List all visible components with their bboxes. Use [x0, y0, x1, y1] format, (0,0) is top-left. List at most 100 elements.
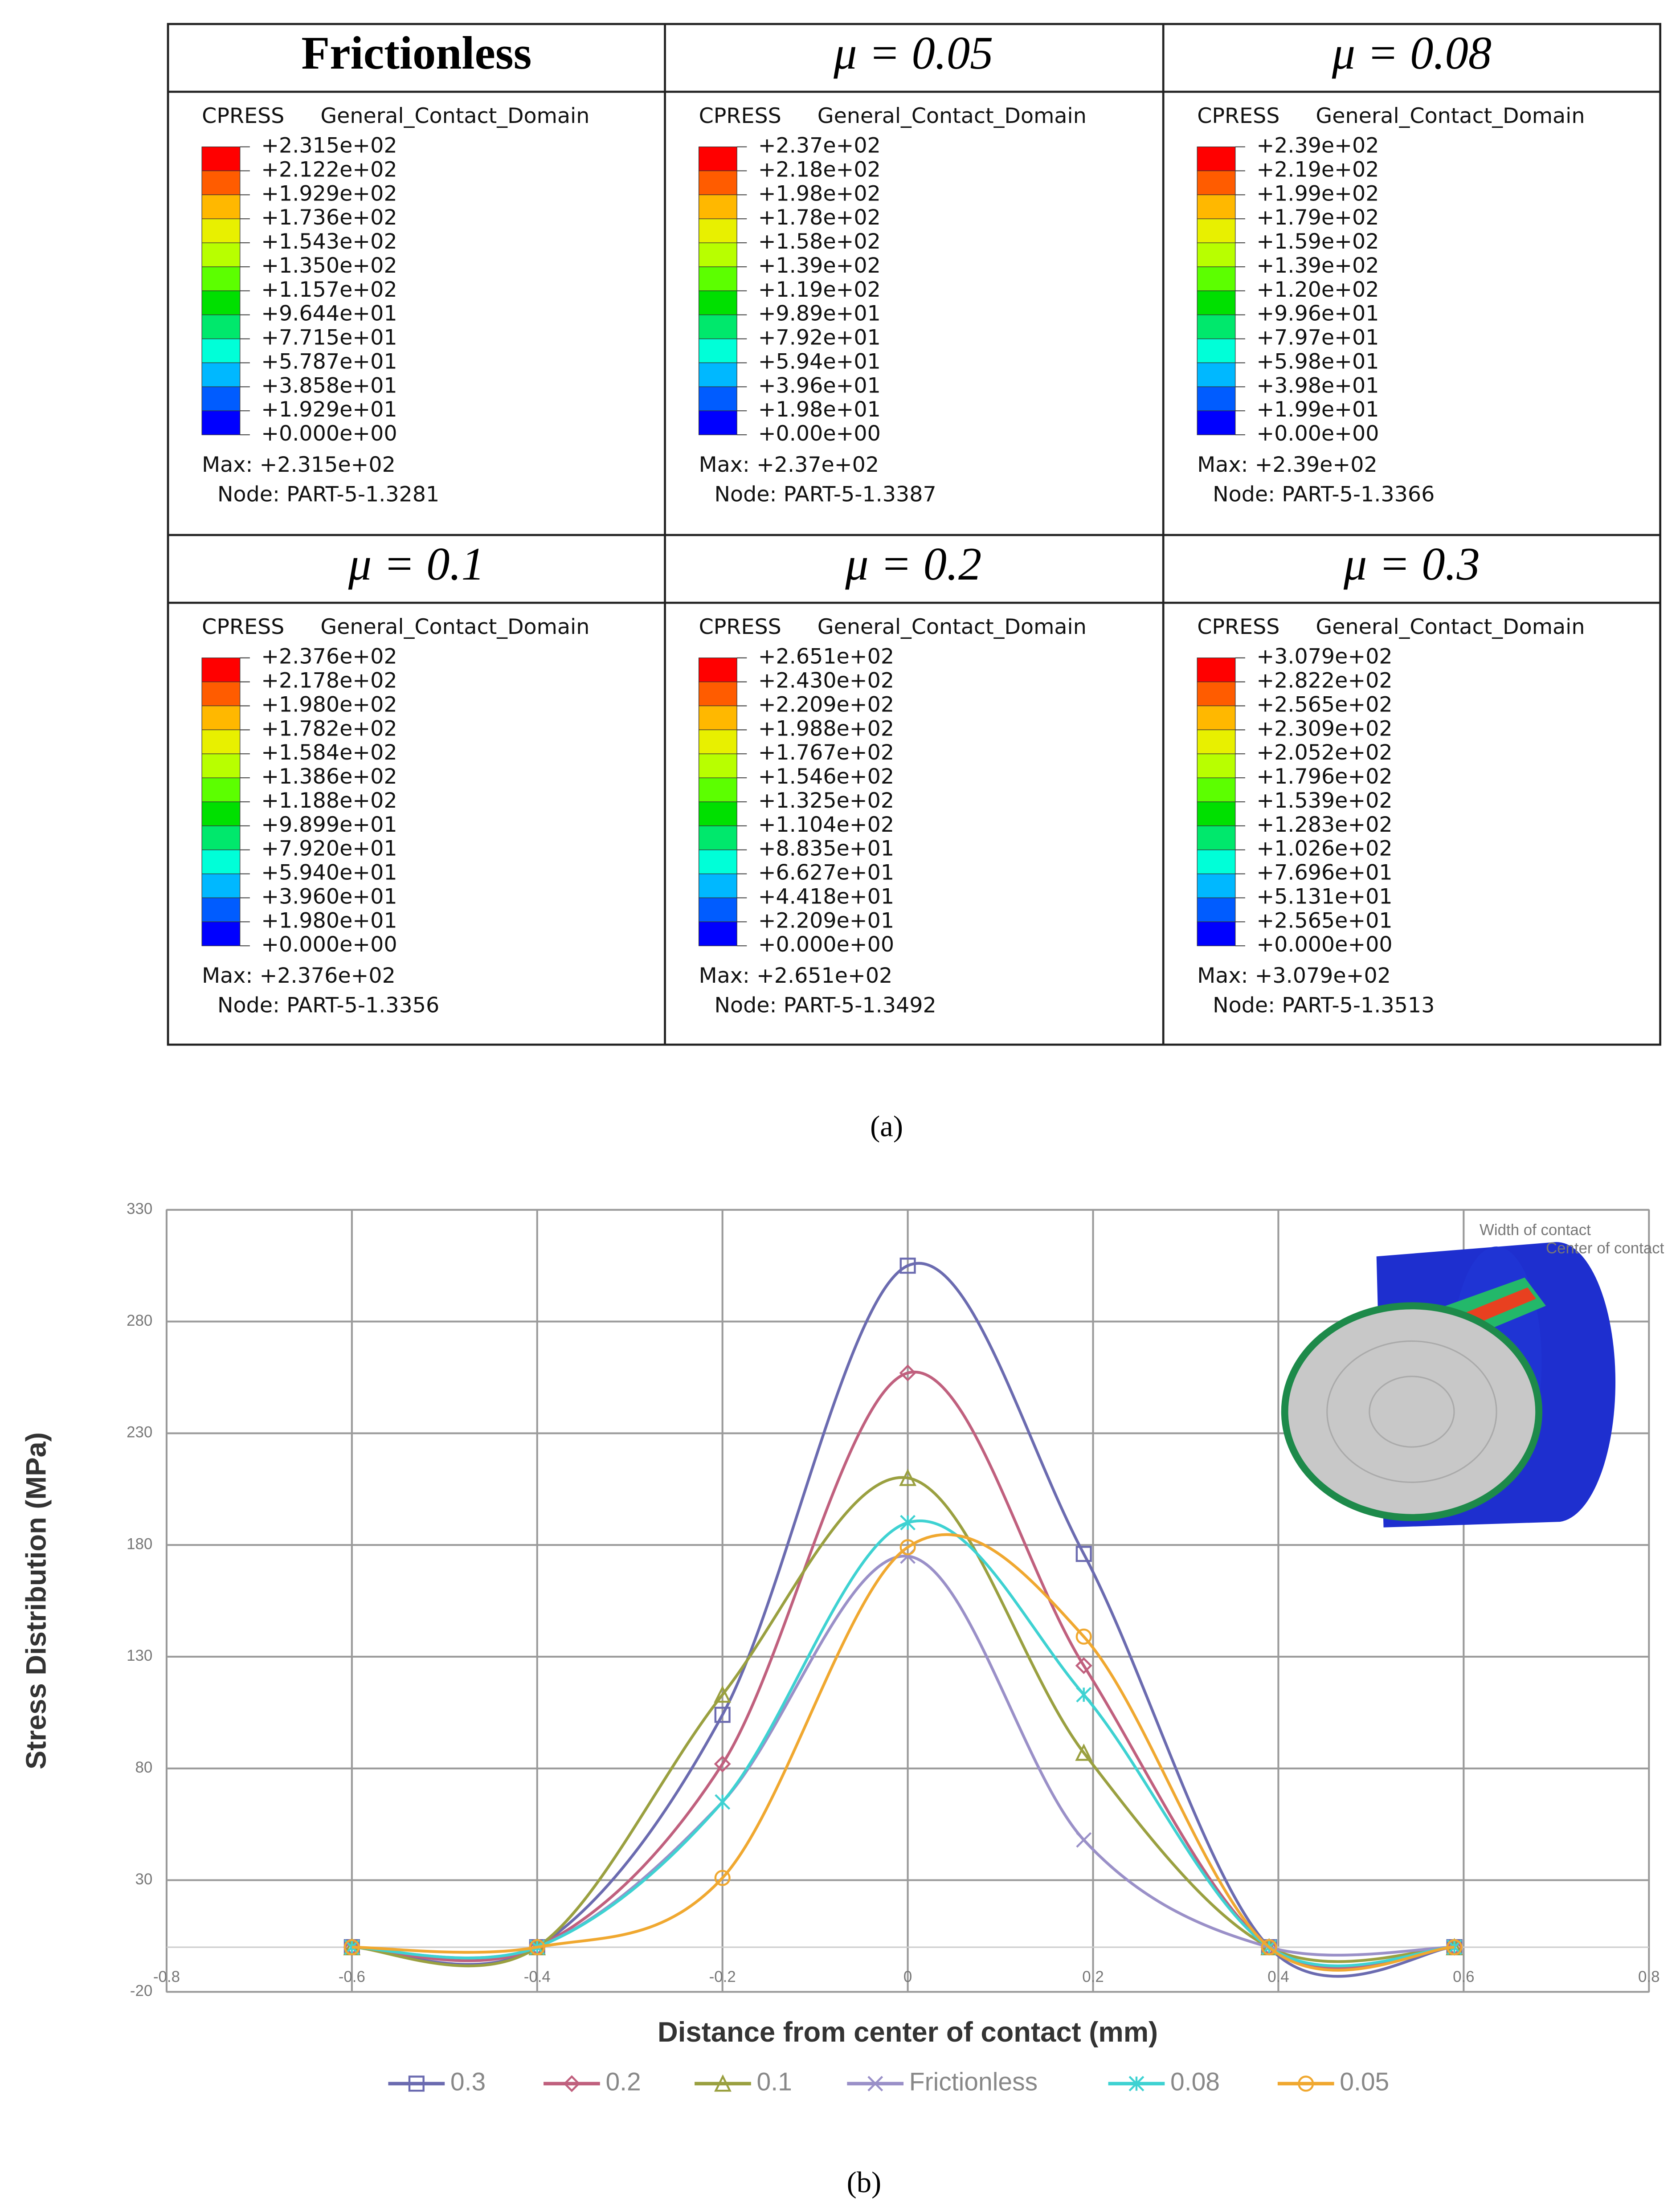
x-axis-label: Distance from center of contact (mm) — [658, 2017, 1158, 2048]
colorbar-swatch — [201, 146, 241, 172]
colorbar-label: +1.104e+02 — [758, 813, 894, 837]
colorbar-swatch — [201, 266, 241, 291]
marker — [714, 1707, 731, 1723]
colorbar-swatch — [698, 146, 737, 172]
colorbar-label: +5.98e+01 — [1256, 349, 1379, 374]
colorbar-label: +0.000e+00 — [1256, 932, 1392, 957]
marker — [715, 1794, 731, 1810]
colorbar-label: +2.19e+02 — [1256, 157, 1379, 182]
colorbar-label: +1.386e+02 — [261, 764, 397, 789]
colorbar-swatch — [1197, 290, 1236, 315]
colorbar-swatch — [1197, 777, 1236, 802]
marker — [563, 2075, 580, 2092]
colorbar-swatch — [201, 777, 241, 802]
marker — [1075, 1743, 1093, 1761]
domain-name: General_Contact_Domain — [1316, 104, 1585, 128]
colorbar-label: +1.39e+02 — [758, 253, 881, 278]
legend-label: 0.05 — [1340, 2067, 1389, 2096]
marker — [1261, 1939, 1277, 1956]
y-tick-label: 80 — [135, 1759, 152, 1776]
colorbar-swatch — [201, 705, 241, 730]
max-value: Max: +3.079e+02 — [1197, 964, 1391, 988]
colorbar-swatch — [201, 729, 241, 754]
y-tick-label: 280 — [127, 1312, 152, 1329]
colorbar-swatch — [698, 825, 737, 850]
inset-label: Width of contact — [1480, 1221, 1591, 1239]
colorbar-swatch — [1197, 170, 1236, 195]
colorbar-swatch — [201, 850, 241, 874]
colorbar-swatch — [1197, 194, 1236, 219]
colorbar-label: +1.98e+01 — [758, 397, 881, 422]
caption: (b) — [847, 2166, 882, 2199]
colorbar-swatch — [201, 897, 241, 922]
colorbar-swatch — [201, 338, 241, 364]
colorbar-label: +2.178e+02 — [261, 669, 397, 693]
colorbar-label: +1.026e+02 — [1256, 837, 1392, 861]
colorbar-swatch — [698, 921, 737, 946]
variable-name: CPRESS — [699, 104, 781, 128]
marker — [1076, 1687, 1092, 1703]
colorbar-label: +9.89e+01 — [758, 302, 881, 326]
marker — [1076, 1832, 1092, 1848]
colorbar-swatch — [698, 801, 737, 826]
colorbar-label: +9.899e+01 — [261, 813, 397, 837]
colorbar-swatch — [1197, 729, 1236, 754]
colorbar-swatch — [698, 705, 737, 730]
marker — [900, 1515, 916, 1531]
marker — [714, 1685, 732, 1703]
max-value: Max: +2.39e+02 — [1197, 453, 1377, 477]
colorbar-label: +1.796e+02 — [1256, 764, 1392, 789]
colorbar-swatch — [698, 658, 737, 682]
colorbar-label: +2.309e+02 — [1256, 716, 1392, 741]
colorbar-swatch — [1197, 753, 1236, 778]
colorbar-label: +1.20e+02 — [1256, 278, 1379, 302]
colorbar-swatch — [698, 218, 737, 243]
colorbar-label: +2.376e+02 — [261, 645, 397, 669]
colorbar-swatch — [1197, 146, 1236, 172]
colorbar-label: +5.940e+01 — [261, 861, 397, 885]
colorbar-swatch — [698, 315, 737, 339]
colorbar-label: +1.78e+02 — [758, 205, 881, 230]
colorbar-label: +0.00e+00 — [758, 421, 881, 446]
colorbar-label: +3.858e+01 — [261, 373, 397, 398]
legend-label: 0.2 — [605, 2067, 641, 2096]
colorbar-label: +2.822e+02 — [1256, 669, 1392, 693]
x-tick-label: -0.8 — [153, 1968, 180, 1985]
colorbar-swatch — [1197, 850, 1236, 874]
colorbar-swatch — [1197, 801, 1236, 826]
colorbar-swatch — [201, 218, 241, 243]
series-line — [352, 1519, 1455, 1968]
colorbar-swatch — [698, 850, 737, 874]
colorbar-swatch — [698, 753, 737, 778]
colorbar-swatch — [201, 290, 241, 315]
marker — [899, 1468, 917, 1486]
y-tick-label: 180 — [127, 1535, 152, 1552]
colorbar-label: +5.787e+01 — [261, 349, 397, 374]
panel-header: μ = 0.08 — [1332, 27, 1492, 79]
colorbar-label: +7.920e+01 — [261, 837, 397, 861]
colorbar-swatch — [1197, 218, 1236, 243]
marker — [867, 2075, 883, 2092]
y-tick-label: 330 — [127, 1200, 152, 1217]
colorbar-swatch — [1197, 681, 1236, 707]
colorbar-swatch — [698, 729, 737, 754]
colorbar-label: +9.96e+01 — [1256, 302, 1379, 326]
marker — [408, 2075, 425, 2092]
node-id: Node: PART-5-1.3366 — [1213, 482, 1435, 507]
colorbar-swatch — [1197, 873, 1236, 899]
colorbar-swatch — [201, 242, 241, 267]
colorbar-label: +1.325e+02 — [758, 788, 894, 813]
x-tick-label: 0.4 — [1267, 1968, 1289, 1985]
colorbar-label: +3.079e+02 — [1256, 645, 1392, 669]
colorbar-label: +1.99e+02 — [1256, 181, 1379, 206]
colorbar-label: +4.418e+01 — [758, 884, 894, 909]
colorbar-label: +1.539e+02 — [1256, 788, 1392, 813]
max-value: Max: +2.651e+02 — [699, 964, 893, 988]
colorbar-swatch — [201, 921, 241, 946]
colorbar-label: +1.782e+02 — [261, 716, 397, 741]
legend-label: 0.3 — [450, 2067, 486, 2096]
colorbar-swatch — [698, 897, 737, 922]
domain-name: General_Contact_Domain — [1316, 615, 1585, 639]
colorbar-swatch — [201, 825, 241, 850]
